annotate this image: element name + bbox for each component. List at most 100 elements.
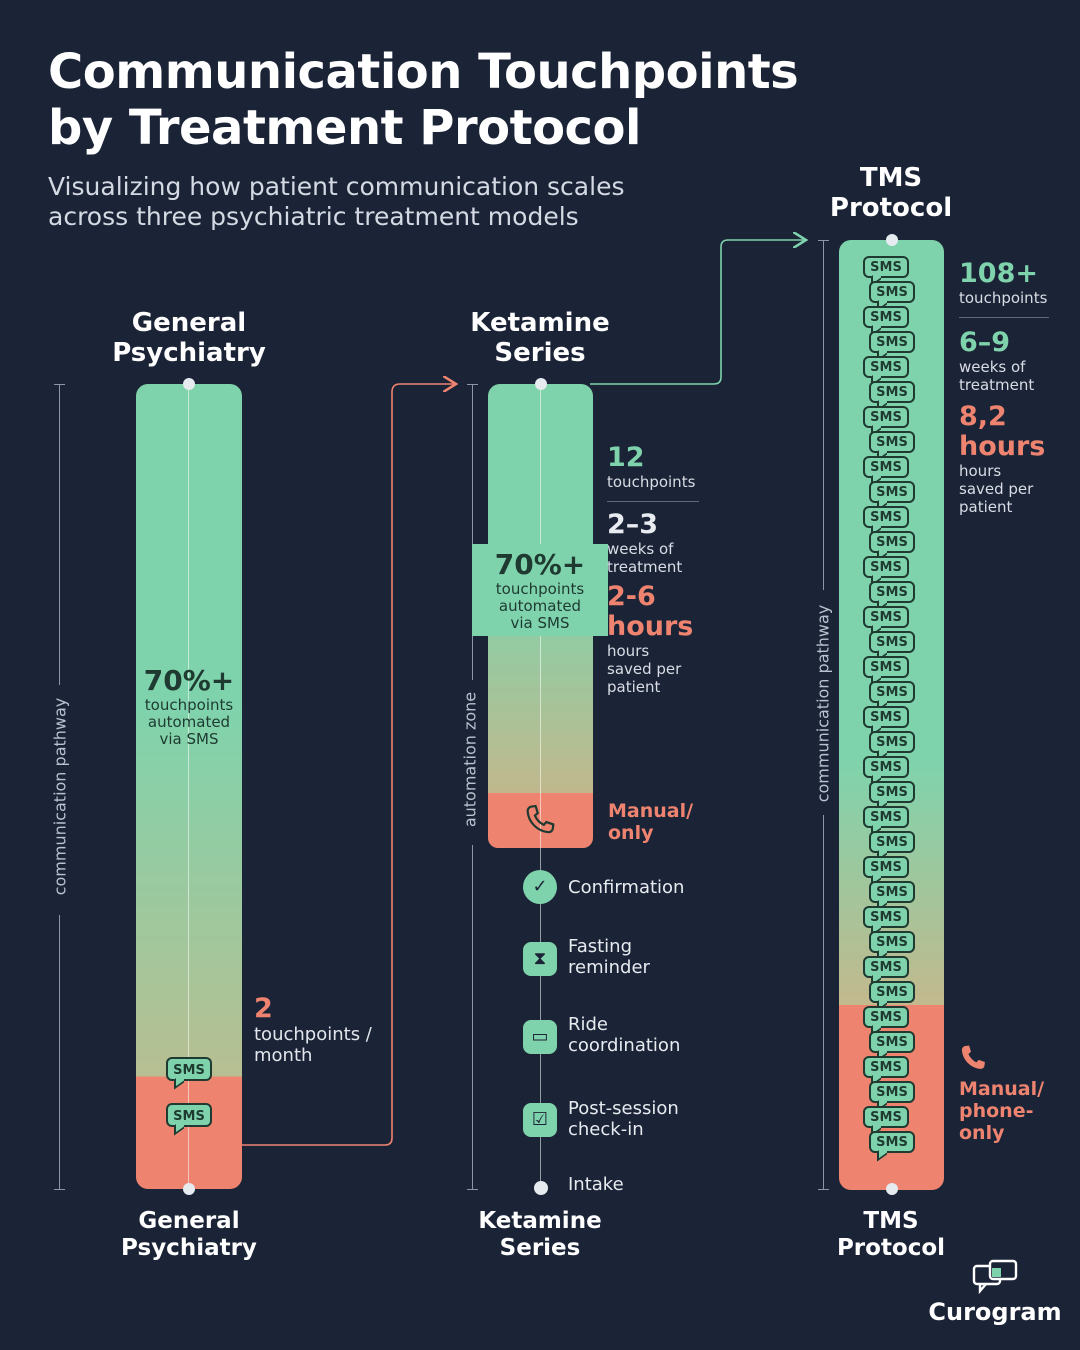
general-footer-line-2: Psychiatry [121,1235,257,1261]
tms-manual-line-3: only [959,1122,1005,1144]
ketamine-manual-line-2: only [608,822,654,844]
general-count-block: 2 touchpoints / month [254,993,372,1067]
tms-stats: 108+ touchpoints 6–9 weeks of treatment … [959,259,1049,516]
tms-sms-bubble: SMS [863,606,909,628]
tms-footer-line-1: TMS [863,1208,919,1234]
general-bar-bottom-dot [183,1183,195,1195]
ketamine-step-fasting-line-2: reminder [568,957,650,978]
tms-sms-bubble: SMS [863,456,909,478]
ketamine-hours-num: 2-6 [607,581,656,612]
ketamine-step-fasting-line-1: Fasting [568,936,633,957]
ketamine-touch-num: 12 [607,442,645,473]
tms-hours-word: hours [959,431,1046,462]
title-line-2: by Treatment Protocol [48,100,641,156]
tms-sms-bubble: SMS [869,381,915,403]
tms-sms-bubble: SMS [863,856,909,878]
ketamine-manual-label: Manual/ only [608,800,693,844]
general-footer-title: General Psychiatry [59,1208,319,1262]
ketamine-bar-top-dot [535,378,547,390]
tms-footer-line-2: Protocol [836,1235,946,1261]
ketamine-zone-gap [461,680,485,845]
ketamine-step-post-session-line-2: check-in [568,1119,644,1140]
general-pathway-cap-top [54,384,65,385]
general-bar-top-dot [183,378,195,390]
tms-hours-num: 8,2 [959,401,1007,432]
general-pct-block: 70%+ touchpoints automated via SMS [120,664,258,748]
tms-weeks-label-1: weeks of [959,358,1026,376]
tms-footer-title: TMS Protocol [761,1208,1021,1262]
tms-title-line-2: Protocol [829,193,953,223]
tms-sms-bubble: SMS [869,1131,915,1153]
tms-sms-bubble: SMS [863,506,909,528]
general-pct-label-3: via SMS [159,730,219,748]
ketamine-intake-dot [534,1181,548,1195]
tms-sms-bubble: SMS [869,281,915,303]
tms-sms-bubble: SMS [869,781,915,803]
general-pathway-cap-bottom [54,1189,65,1190]
ketamine-step-post-session: Post-session check-in [568,1098,679,1140]
page-title: Communication Touchpoints by Treatment P… [48,44,799,156]
connector-general-to-ketamine [242,384,456,1146]
ketamine-title: Ketamine Series [410,308,670,368]
tms-sms-bubble: SMS [863,806,909,828]
tms-sms-bubble: SMS [863,706,909,728]
general-count: 2 [254,993,273,1024]
ketamine-step-ride-line-2: coordination [568,1035,681,1056]
chat-bubbles-logo-icon [972,1259,1018,1294]
general-pathway-label: communication pathway [50,697,70,896]
general-sms-bubble: SMS [166,1057,212,1081]
tms-sms-bubble: SMS [869,881,915,903]
ketamine-footer-title: Ketamine Series [410,1208,670,1262]
general-bar-center-line [188,384,189,1189]
tms-bar-top-dot [886,234,898,246]
ketamine-pct-label-2: automated [498,597,582,615]
tms-sms-bubble: SMS [863,1106,909,1128]
tms-sms-bubble: SMS [863,356,909,378]
general-title-line-1: General [131,308,247,338]
tms-sms-bubble: SMS [869,331,915,353]
tms-sms-bubble: SMS [863,256,909,278]
ketamine-zone-cap-top [467,384,478,385]
ketamine-step-confirmation: Confirmation [568,877,685,898]
ketamine-step-fasting: Fasting reminder [568,936,650,978]
tms-sms-bubble: SMS [869,531,915,553]
general-pathway-gap [48,685,72,915]
connector-ketamine-to-tms [590,240,806,385]
general-title: General Psychiatry [59,308,319,368]
check-icon: ✓ [523,870,557,904]
tms-touch-label: touchpoints [959,289,1048,307]
ketamine-footer-line-1: Ketamine [478,1208,602,1234]
ketamine-pct: 70%+ [494,548,586,581]
tms-sms-bubble: SMS [869,481,915,503]
tms-sms-bubble: SMS [869,831,915,853]
general-pct-label-2: automated [147,713,231,731]
ketamine-stats: 12 touchpoints 2–3 weeks of treatment 2-… [607,443,699,696]
tms-sms-bubble: SMS [869,581,915,603]
ketamine-zone-cap-bottom [467,1189,478,1190]
tms-pathway-gap [812,590,836,815]
ketamine-footer-line-2: Series [499,1235,581,1261]
ketamine-weeks-num: 2–3 [607,509,659,540]
ketamine-title-line-2: Series [494,338,586,368]
brand-name: Curogram [928,1298,1062,1326]
tms-sms-bubble: SMS [869,731,915,753]
ketamine-pct-label-1: touchpoints [495,580,585,598]
ketamine-hours-label-2: saved per [607,660,682,678]
tms-sms-bubble: SMS [863,556,909,578]
tms-sms-bubble: SMS [863,306,909,328]
tms-sms-bubble: SMS [863,1056,909,1078]
tms-sms-bubble: SMS [863,956,909,978]
subtitle-line-2: across three psychiatric treatment model… [48,202,579,231]
ketamine-step-post-session-line-1: Post-session [568,1098,679,1119]
ketamine-step-intake: Intake [568,1174,624,1195]
tms-hours-label-1: hours [959,462,1002,480]
ketamine-weeks-label-1: weeks of [607,540,674,558]
ketamine-zone-label: automation zone [460,691,480,828]
tms-sms-bubble: SMS [869,981,915,1003]
tms-sms-bubble: SMS [869,1031,915,1053]
ketamine-step-ride: Ride coordination [568,1014,680,1056]
clipboard-check-icon: ☑ [523,1103,557,1137]
subtitle-line-1: Visualizing how patient communication sc… [48,172,625,201]
ketamine-pct-label-3: via SMS [510,614,570,632]
